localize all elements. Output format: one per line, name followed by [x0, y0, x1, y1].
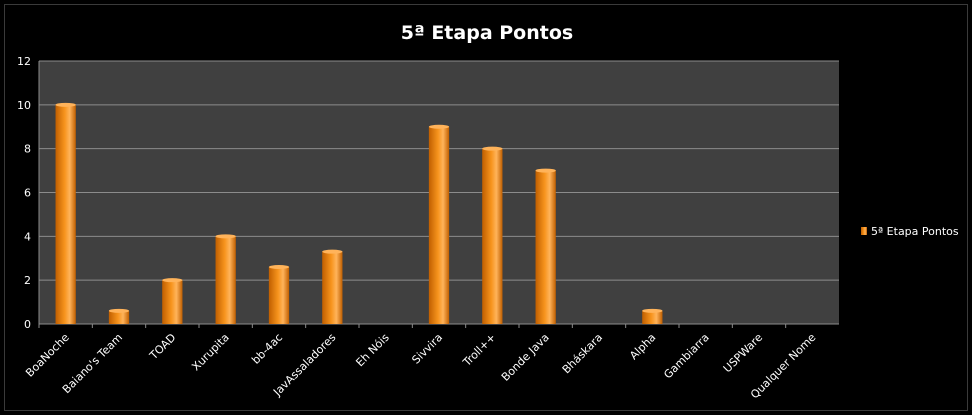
bar-cap-4 — [268, 265, 290, 270]
bar-cap-3 — [215, 234, 236, 239]
bar-cap-2 — [162, 278, 183, 283]
bar-8 — [482, 148, 503, 324]
chart-title: 5ª Etapa Pontos — [401, 22, 573, 44]
y-tick-label-6: 12 — [17, 55, 31, 68]
x-tick-label-2: TOAD — [147, 331, 179, 363]
y-tick-label-0: 0 — [24, 318, 31, 331]
bar-cap-1 — [108, 308, 130, 313]
x-tick-label-13: USPWare — [721, 331, 765, 375]
x-tick-label-12: Gambiarra — [661, 331, 711, 381]
bar-cap-11 — [642, 308, 663, 313]
bar-cap-9 — [535, 168, 556, 173]
bar-cap-5 — [322, 249, 343, 254]
x-tick-label-10: Bháskara — [560, 331, 605, 376]
y-tick-label-1: 2 — [24, 274, 31, 287]
bar-cap-7 — [428, 124, 450, 129]
y-tick-label-3: 6 — [24, 187, 31, 200]
legend-swatch — [861, 227, 867, 235]
y-tick-label-2: 4 — [24, 230, 31, 243]
x-tick-label-6: Eh Nóis — [353, 331, 391, 369]
x-tick-label-9: Bonde Java — [499, 331, 552, 384]
bar-7 — [428, 126, 450, 324]
x-tick-label-3: Xurupita — [189, 331, 231, 373]
bar-2 — [162, 280, 183, 324]
x-tick-label-7: Sivvira — [409, 331, 445, 367]
y-tick-label-4: 8 — [24, 143, 31, 156]
bar-3 — [215, 236, 236, 324]
bars — [55, 102, 663, 324]
x-tick-label-0: BoaNoche — [23, 331, 72, 380]
bar-5 — [322, 251, 343, 324]
bar-cap-0 — [55, 102, 76, 107]
legend-label: 5ª Etapa Pontos — [871, 225, 959, 238]
y-axis-ticks: 0 2 4 6 8 10 12 — [17, 55, 31, 331]
bar-11 — [642, 310, 663, 324]
bar-4 — [268, 267, 290, 324]
y-tick-label-5: 10 — [17, 99, 31, 112]
chart-frame: 5ª Etapa Pontos 0 2 4 6 8 10 12 BoaNoche Baiano… — [4, 4, 968, 411]
x-tick-label-4: bb-4ac — [249, 331, 285, 367]
x-tick-label-8: Troll++ — [460, 331, 499, 370]
bar-9 — [535, 170, 556, 324]
bar-cap-8 — [482, 146, 503, 151]
bar-1 — [108, 310, 130, 324]
legend: 5ª Etapa Pontos — [861, 225, 959, 238]
x-tick-label-11: Alpha — [627, 331, 658, 362]
bar-0 — [55, 104, 76, 324]
